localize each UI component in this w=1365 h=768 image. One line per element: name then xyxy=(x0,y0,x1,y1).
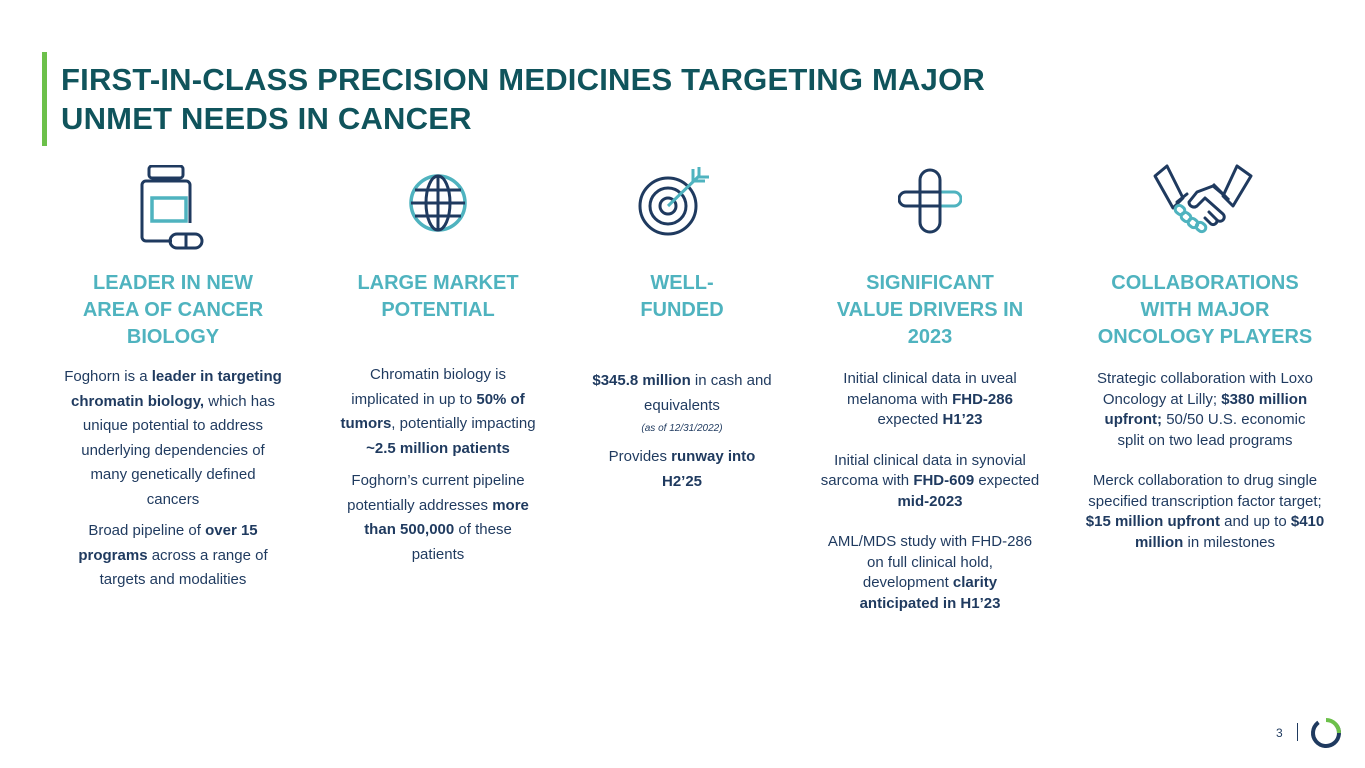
page-title-line-1: FIRST-IN-CLASS PRECISION MEDICINES TARGE… xyxy=(61,62,985,97)
heading-line: 2023 xyxy=(907,326,953,348)
handshake-icon xyxy=(1153,162,1253,234)
body-text: which has unique potential to address un… xyxy=(81,392,275,508)
column-collaborations: COLLABORATIONS WITH MAJOR ONCOLOGY PLAYE… xyxy=(1075,160,1335,640)
heading-line: FUNDED xyxy=(640,299,724,321)
body-bold-text: ~2.5 million patients xyxy=(366,439,510,457)
body-bold-text: mid-2023 xyxy=(897,492,963,510)
body-bold-text: $410 million xyxy=(1134,513,1325,551)
body-paragraph: Foghorn is a leader in targeting chromat… xyxy=(58,365,288,512)
heading-line: VALUE DRIVERS IN xyxy=(836,299,1024,321)
body-paragraph: Initial clinical data in uveal melanoma … xyxy=(815,369,1045,431)
body-paragraph: Strategic collaboration with Loxo Oncolo… xyxy=(1075,369,1335,451)
body-text: Foghorn is a xyxy=(64,368,152,385)
body-text: expected xyxy=(877,411,943,428)
body-text: 50/50 U.S. economic split on two lead pr… xyxy=(1117,411,1306,449)
body-paragraph: Provides runway into H2’25 xyxy=(574,444,790,494)
column-heading: LEADER IN NEW AREA OF CANCER BIOLOGY xyxy=(58,270,288,351)
body-text: Initial clinical data in synovial sarcom… xyxy=(820,451,1026,490)
body-bold-text: over 15 programs xyxy=(78,522,258,564)
body-bold-text: $345.8 million xyxy=(592,372,691,389)
body-bold-text: 50% of tumors xyxy=(340,390,525,433)
body-text: in cash and equivalents xyxy=(644,372,772,414)
body-text: and up to xyxy=(1219,513,1291,530)
body-text: Strategic collaboration with Loxo Oncolo… xyxy=(1097,370,1313,408)
body-paragraph: AML/MDS study with FHD-286 on full clini… xyxy=(815,532,1045,614)
heading-line: AREA OF CANCER xyxy=(82,299,264,321)
page-title-line-2: UNMET NEEDS IN CANCER xyxy=(61,101,472,136)
body-text: Initial clinical data in uveal melanoma … xyxy=(843,370,1017,408)
body-paragraph: Chromatin biology is implicated in up to… xyxy=(330,363,546,461)
body-bold-text: $15 million upfront xyxy=(1085,513,1220,530)
heading-line: WITH MAJOR xyxy=(1140,299,1270,321)
heading-line: LEADER IN NEW xyxy=(93,272,253,294)
target-icon xyxy=(637,165,711,237)
column-body: Strategic collaboration with Loxo Oncolo… xyxy=(1075,369,1335,553)
column-heading: COLLABORATIONS WITH MAJOR ONCOLOGY PLAYE… xyxy=(1075,270,1335,351)
column-leader: LEADER IN NEW AREA OF CANCER BIOLOGY Fog… xyxy=(58,160,288,640)
heading-line: SIGNIFICANT xyxy=(866,272,994,294)
footer-divider xyxy=(1297,723,1298,741)
body-text: expected xyxy=(974,472,1040,489)
title-accent-bar xyxy=(42,52,47,146)
body-bold-text: FHD-286 xyxy=(952,390,1013,408)
column-value-drivers: SIGNIFICANT VALUE DRIVERS IN 2023 Initia… xyxy=(815,160,1045,640)
column-body: Chromatin biology is implicated in up to… xyxy=(330,363,546,567)
heading-line: LARGE MARKET xyxy=(357,272,519,294)
medical-cross-icon xyxy=(898,168,962,234)
body-paragraph: Foghorn’s current pipeline potentially a… xyxy=(330,469,546,567)
column-body: $345.8 million in cash and equivalents (… xyxy=(574,368,790,494)
body-text: in milestones xyxy=(1183,533,1276,551)
body-bold-text: leader in targeting chromatin biology, xyxy=(71,368,282,410)
body-bold-text: FHD-609 xyxy=(913,472,975,489)
body-text: AML/MDS study with FHD-286 on full clini… xyxy=(827,533,1033,591)
body-bold-text: more than 500,000 xyxy=(364,496,529,539)
column-heading: WELL- FUNDED xyxy=(574,270,790,324)
page-number: 3 xyxy=(1276,726,1283,740)
body-bold-text: runway into H2’25 xyxy=(661,448,756,490)
column-body: Foghorn is a leader in targeting chromat… xyxy=(58,365,288,593)
foghorn-logo-icon xyxy=(1309,716,1343,755)
body-text: Foghorn’s current pipeline potentially a… xyxy=(347,472,525,514)
heading-line: POTENTIAL xyxy=(381,299,495,321)
body-text: Chromatin biology is implicated in up to xyxy=(351,366,506,408)
globe-icon xyxy=(408,173,468,233)
body-paragraph: Broad pipeline of over 15 programs acros… xyxy=(58,519,288,593)
heading-line: ONCOLOGY PLAYERS xyxy=(1097,326,1313,348)
body-text: Provides xyxy=(608,448,672,465)
body-text: Broad pipeline of xyxy=(88,522,206,539)
body-paragraph: Merck collaboration to drug single speci… xyxy=(1075,471,1335,553)
body-bold-text: H1’23 xyxy=(942,411,983,428)
heading-line: COLLABORATIONS xyxy=(1111,272,1299,294)
column-heading: LARGE MARKET POTENTIAL xyxy=(330,270,546,324)
medicine-bottle-icon xyxy=(140,165,206,251)
column-heading: SIGNIFICANT VALUE DRIVERS IN 2023 xyxy=(815,270,1045,351)
body-text: Merck collaboration to drug single speci… xyxy=(1088,472,1322,510)
body-text: , potentially impacting xyxy=(391,415,536,432)
body-paragraph: Initial clinical data in synovial sarcom… xyxy=(815,451,1045,513)
body-text: across a range of targets and modalities xyxy=(99,546,268,589)
page-title: FIRST-IN-CLASS PRECISION MEDICINES TARGE… xyxy=(61,60,1161,138)
body-bold-text: clarity anticipated in H1’23 xyxy=(859,574,1001,612)
body-text: of these patients xyxy=(411,521,512,563)
column-funding: WELL- FUNDED $345.8 million in cash and … xyxy=(574,160,790,640)
heading-line: BIOLOGY xyxy=(126,326,220,348)
body-bold-text: $380 million upfront; xyxy=(1104,390,1308,429)
heading-line: WELL- xyxy=(650,272,714,294)
column-market: LARGE MARKET POTENTIAL Chromatin biology… xyxy=(330,160,546,640)
column-body: Initial clinical data in uveal melanoma … xyxy=(815,369,1045,614)
as-of-date-note: (as of 12/31/2022) xyxy=(641,423,723,434)
body-paragraph: $345.8 million in cash and equivalents xyxy=(574,368,790,418)
